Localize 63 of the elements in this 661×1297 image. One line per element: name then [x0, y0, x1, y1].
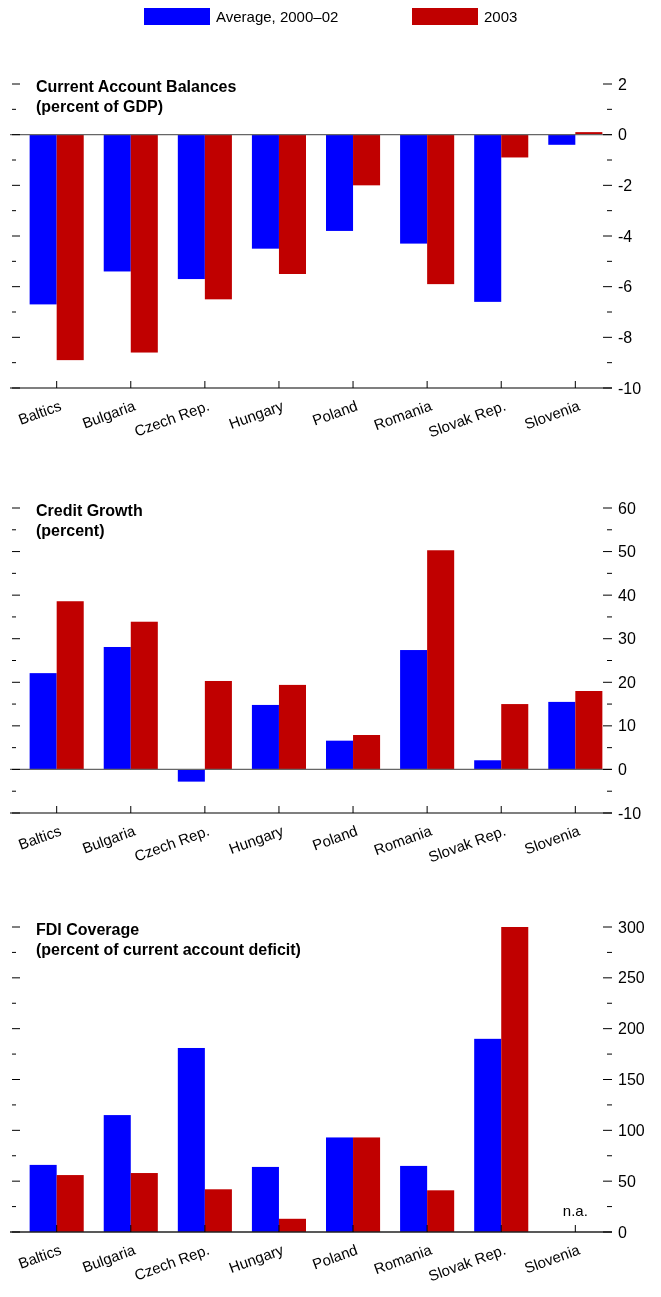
y-tick-label: 20	[618, 673, 636, 691]
bar	[204, 1189, 232, 1232]
bar	[501, 704, 529, 770]
y-tick-label: 0	[618, 1223, 627, 1241]
bar	[103, 646, 131, 770]
y-tick-label: -10	[618, 804, 642, 822]
bar	[29, 1164, 57, 1232]
y-tick-label: 0	[618, 761, 627, 779]
chart-title: FDI Coverage (percent of current account deficit)	[36, 920, 301, 958]
y-tick-label: 300	[618, 918, 645, 936]
bar	[474, 1038, 502, 1232]
y-tick-label: 250	[618, 969, 645, 987]
y-tick-label: 200	[618, 1020, 645, 1038]
bar	[353, 1137, 381, 1232]
y-tick-label: 50	[618, 543, 636, 561]
y-tick-label: 2	[618, 75, 627, 93]
bar	[400, 1165, 428, 1232]
x-tick-label: Baltics	[15, 821, 64, 853]
bar	[130, 1173, 158, 1232]
bar	[29, 673, 57, 770]
bar	[56, 1175, 84, 1232]
y-tick-label: -2	[618, 176, 633, 194]
annotation: n.a.	[562, 1202, 588, 1219]
legend-label: 2003	[484, 8, 518, 25]
bar	[326, 740, 354, 770]
bar	[251, 1166, 279, 1232]
bar	[177, 1047, 205, 1232]
bar	[130, 621, 158, 770]
y-tick-label: 40	[618, 586, 636, 604]
x-tick-label: Baltics	[15, 396, 64, 428]
bar	[103, 1115, 131, 1232]
bar	[575, 691, 603, 770]
bar	[353, 735, 381, 770]
chart-title: Credit Growth (percent)	[36, 501, 143, 539]
legend-label: Average, 2000–02	[216, 8, 339, 25]
y-tick-label: 30	[618, 630, 636, 648]
bar	[251, 704, 279, 770]
y-tick-label: 0	[618, 126, 627, 144]
x-tick-label: Baltics	[15, 1240, 64, 1272]
bar	[474, 760, 502, 770]
y-tick-label: -8	[618, 328, 633, 346]
y-tick-label: -6	[618, 278, 633, 296]
y-tick-label: -4	[618, 227, 633, 245]
x-tick-label: Poland	[309, 396, 360, 429]
bar	[501, 927, 529, 1232]
bar	[427, 550, 455, 770]
y-tick-label: 10	[618, 717, 636, 735]
bar	[326, 1137, 354, 1232]
y-tick-label: 50	[618, 1172, 636, 1190]
bar	[400, 650, 428, 770]
x-tick-label: Poland	[309, 821, 360, 854]
chart-title: Current Account Balances (percent of GDP)	[36, 77, 237, 115]
bar	[427, 1190, 455, 1232]
bar	[548, 701, 576, 770]
bar	[56, 601, 84, 770]
y-tick-label: -10	[618, 379, 642, 397]
bar	[204, 680, 232, 770]
bar	[278, 684, 306, 770]
y-tick-label: 100	[618, 1121, 645, 1139]
y-tick-label: 150	[618, 1071, 645, 1089]
bar	[177, 769, 205, 782]
y-tick-label: 60	[618, 499, 636, 517]
x-tick-label: Poland	[309, 1240, 360, 1273]
